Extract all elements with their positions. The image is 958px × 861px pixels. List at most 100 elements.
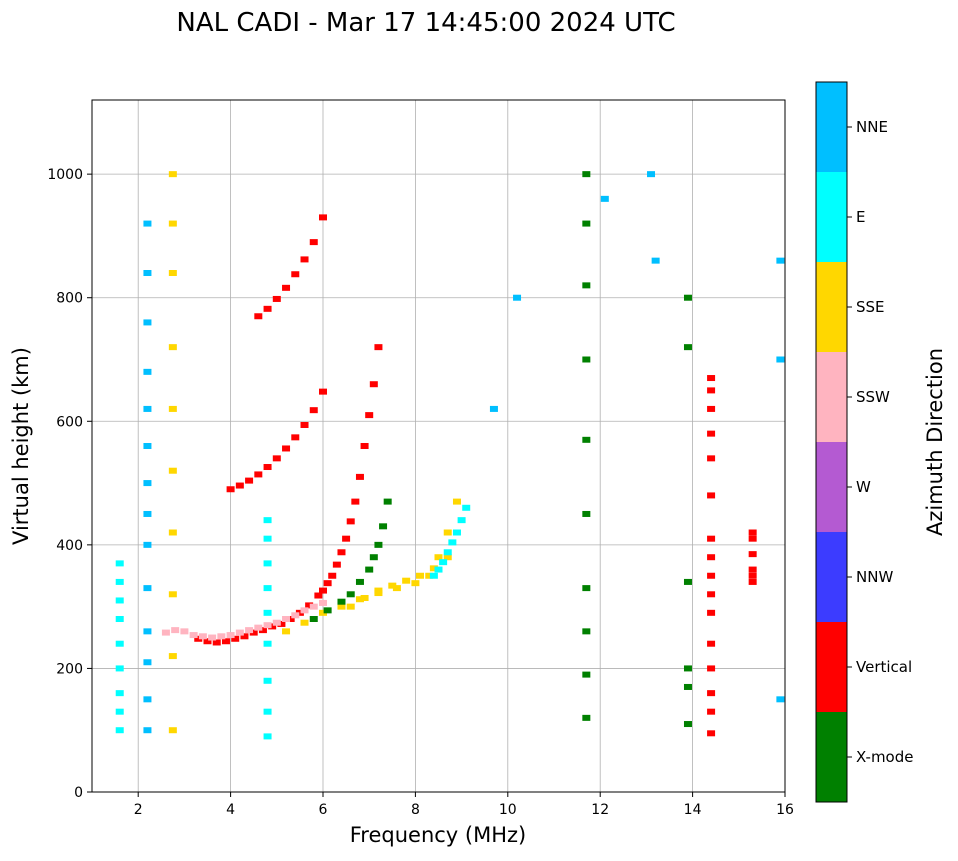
data-point bbox=[707, 405, 716, 412]
series-scatter-11-7 bbox=[582, 171, 591, 721]
x-axis-label: Frequency (MHz) bbox=[350, 823, 526, 847]
data-point bbox=[143, 319, 152, 326]
data-point bbox=[143, 443, 152, 449]
data-point bbox=[748, 529, 757, 536]
data-point bbox=[355, 578, 364, 585]
data-point bbox=[305, 602, 314, 609]
data-point bbox=[168, 270, 177, 276]
colorbar-label-e: E bbox=[856, 208, 865, 226]
data-point bbox=[168, 405, 177, 412]
data-point bbox=[439, 559, 448, 566]
data-point bbox=[707, 535, 716, 542]
y-tick-label: 200 bbox=[56, 661, 83, 677]
data-point bbox=[707, 455, 716, 462]
data-point bbox=[161, 629, 170, 636]
data-point bbox=[365, 566, 374, 573]
grid bbox=[92, 100, 786, 793]
colorbar-segment bbox=[816, 622, 847, 712]
data-point bbox=[203, 638, 212, 645]
y-tick-label: 400 bbox=[56, 538, 83, 554]
series-column-14-4 bbox=[707, 375, 716, 737]
data-point bbox=[314, 592, 323, 599]
data-point bbox=[115, 665, 124, 672]
x-tick-label: 2 bbox=[134, 802, 143, 818]
data-point bbox=[707, 708, 716, 715]
data-point bbox=[254, 471, 263, 478]
data-point bbox=[776, 356, 785, 363]
series-spread-column-1-6 bbox=[115, 560, 124, 734]
data-point bbox=[443, 549, 452, 556]
data-point bbox=[707, 690, 716, 697]
data-point bbox=[683, 683, 692, 690]
data-point bbox=[143, 510, 152, 517]
data-point bbox=[263, 585, 272, 592]
data-point bbox=[168, 220, 177, 227]
data-point bbox=[249, 629, 258, 636]
colorbar-label-x-mode: X-mode bbox=[856, 748, 913, 766]
series-green-x-mode bbox=[309, 498, 392, 622]
data-point bbox=[263, 517, 272, 524]
data-point bbox=[254, 313, 263, 320]
data-point bbox=[383, 498, 392, 505]
data-point bbox=[392, 585, 401, 592]
data-point bbox=[374, 541, 383, 548]
data-point bbox=[683, 665, 692, 672]
data-point bbox=[360, 594, 369, 601]
data-point bbox=[582, 220, 591, 227]
data-point bbox=[115, 727, 124, 734]
data-point bbox=[355, 596, 364, 603]
data-point bbox=[683, 294, 692, 301]
plot-frame bbox=[91, 99, 786, 793]
y-tick-label: 1000 bbox=[47, 167, 83, 183]
data-point bbox=[683, 344, 692, 351]
data-point bbox=[319, 599, 327, 606]
data-point bbox=[263, 708, 272, 715]
data-point bbox=[328, 572, 337, 579]
data-point bbox=[337, 598, 346, 605]
data-point bbox=[355, 473, 364, 480]
data-point bbox=[168, 529, 177, 536]
data-point bbox=[240, 633, 249, 640]
data-point bbox=[776, 257, 785, 264]
data-point bbox=[582, 282, 591, 289]
data-point bbox=[291, 271, 300, 278]
data-point bbox=[143, 220, 152, 227]
data-point bbox=[143, 727, 152, 734]
data-point bbox=[282, 616, 291, 622]
data-point bbox=[235, 482, 244, 489]
y-tick-label: 800 bbox=[56, 291, 83, 307]
data-point bbox=[115, 616, 124, 622]
data-point bbox=[115, 560, 124, 567]
data-point bbox=[707, 572, 716, 579]
data-point bbox=[258, 627, 267, 634]
data-point bbox=[346, 603, 355, 610]
colorbar-label-ssw: SSW bbox=[856, 388, 890, 406]
data-point bbox=[748, 535, 757, 542]
data-point bbox=[748, 566, 757, 573]
colorbar-segment bbox=[816, 712, 847, 802]
x-tick-label: 8 bbox=[411, 802, 420, 818]
data-point bbox=[263, 640, 272, 647]
series-low-frequency-trace bbox=[161, 599, 327, 641]
data-point bbox=[319, 388, 327, 395]
data-point bbox=[707, 730, 716, 737]
data-point bbox=[168, 171, 177, 178]
data-point bbox=[254, 624, 263, 631]
data-point bbox=[319, 214, 327, 221]
data-point bbox=[115, 690, 124, 697]
data-point bbox=[707, 387, 716, 394]
data-point bbox=[168, 727, 177, 734]
colorbar-segment bbox=[816, 352, 847, 442]
series-high-frequency-scatter bbox=[489, 171, 785, 703]
data-point bbox=[212, 639, 221, 646]
data-point bbox=[221, 638, 230, 645]
colorbar-segment bbox=[816, 262, 847, 352]
colorbar-label-sse: SSE bbox=[856, 298, 885, 316]
data-point bbox=[268, 623, 277, 630]
y-tick-label: 600 bbox=[56, 414, 83, 430]
data-point bbox=[282, 628, 291, 635]
data-point bbox=[263, 464, 272, 471]
data-point bbox=[143, 480, 152, 487]
data-point bbox=[429, 572, 438, 579]
